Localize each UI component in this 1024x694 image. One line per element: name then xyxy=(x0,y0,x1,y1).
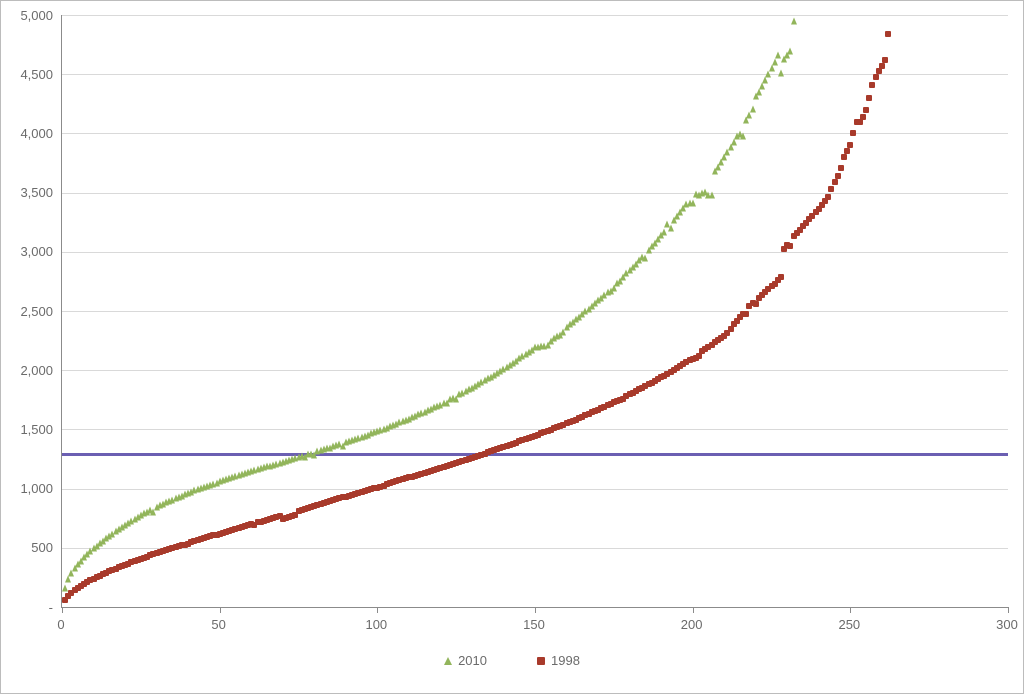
scatter-point-s1998 xyxy=(866,95,872,101)
x-tick-mark xyxy=(850,607,851,613)
legend-item-s1998: 1998 xyxy=(537,653,580,668)
scatter-point-s1998 xyxy=(838,165,844,171)
x-tick-mark xyxy=(62,607,63,613)
legend-label-s1998: 1998 xyxy=(551,653,580,668)
scatter-point-s1998 xyxy=(825,194,831,200)
scatter-point-s1998 xyxy=(828,186,834,192)
legend-marker-s2010 xyxy=(444,657,452,665)
y-tick-label: 3,500 xyxy=(20,185,53,200)
y-gridline xyxy=(62,429,1008,430)
scatter-point-s2010 xyxy=(775,52,781,59)
scatter-point-s2010 xyxy=(787,47,793,54)
y-tick-label: 4,000 xyxy=(20,126,53,141)
y-gridline xyxy=(62,193,1008,194)
x-tick-label: 200 xyxy=(681,617,703,632)
legend: 2010 1998 xyxy=(1,653,1023,668)
y-gridline xyxy=(62,252,1008,253)
scatter-point-s1998 xyxy=(882,57,888,63)
x-tick-label: 100 xyxy=(365,617,387,632)
x-tick-mark xyxy=(377,607,378,613)
scatter-point-s2010 xyxy=(791,17,797,24)
y-tick-label: 4,500 xyxy=(20,67,53,82)
y-tick-label: 1,000 xyxy=(20,481,53,496)
scatter-point-s2010 xyxy=(62,585,68,592)
scatter-point-s1998 xyxy=(863,107,869,113)
y-gridline xyxy=(62,74,1008,75)
scatter-point-s1998 xyxy=(869,82,875,88)
chart-frame: 20101998 -5001,0001,5002,0002,5003,0003,… xyxy=(0,0,1024,694)
scatter-point-s1998 xyxy=(835,173,841,179)
scatter-point-s1998 xyxy=(743,311,749,317)
scatter-point-s2010 xyxy=(765,70,771,77)
y-tick-label: - xyxy=(49,600,53,615)
y-tick-label: 2,500 xyxy=(20,304,53,319)
y-tick-label: 500 xyxy=(31,540,53,555)
scatter-point-s2010 xyxy=(762,77,768,84)
y-gridline xyxy=(62,311,1008,312)
scatter-point-s2010 xyxy=(690,200,696,207)
y-tick-label: 1,500 xyxy=(20,422,53,437)
legend-marker-s1998 xyxy=(537,657,545,665)
scatter-point-s1998 xyxy=(753,301,759,307)
x-tick-label: 250 xyxy=(838,617,860,632)
scatter-point-s1998 xyxy=(832,179,838,185)
scatter-point-s2010 xyxy=(668,224,674,231)
x-tick-mark xyxy=(535,607,536,613)
scatter-point-s1998 xyxy=(885,31,891,37)
scatter-point-s1998 xyxy=(860,114,866,120)
scatter-point-s2010 xyxy=(642,255,648,262)
scatter-point-s2010 xyxy=(661,228,667,235)
plot-area xyxy=(61,15,1008,608)
y-tick-label: 3,000 xyxy=(20,244,53,259)
scatter-point-s2010 xyxy=(772,58,778,65)
y-tick-label: 2,000 xyxy=(20,363,53,378)
scatter-point-s1998 xyxy=(847,142,853,148)
x-tick-mark xyxy=(220,607,221,613)
legend-label-s2010: 2010 xyxy=(458,653,487,668)
scatter-point-s1998 xyxy=(844,148,850,154)
scatter-point-s2010 xyxy=(709,191,715,198)
scatter-point-s1998 xyxy=(879,63,885,69)
y-gridline xyxy=(62,370,1008,371)
y-gridline xyxy=(62,548,1008,549)
scatter-point-s1998 xyxy=(873,74,879,80)
y-tick-label: 5,000 xyxy=(20,8,53,23)
x-tick-label: 50 xyxy=(211,617,225,632)
scatter-point-s1998 xyxy=(841,154,847,160)
x-tick-label: 300 xyxy=(996,617,1018,632)
scatter-point-s1998 xyxy=(850,130,856,136)
x-tick-label: 150 xyxy=(523,617,545,632)
scatter-point-s1998 xyxy=(787,243,793,249)
y-gridline xyxy=(62,133,1008,134)
scatter-point-s2010 xyxy=(769,64,775,71)
scatter-point-s2010 xyxy=(778,70,784,77)
x-tick-mark xyxy=(1008,607,1009,613)
scatter-point-s1998 xyxy=(778,274,784,280)
x-tick-mark xyxy=(693,607,694,613)
x-tick-label: 0 xyxy=(57,617,64,632)
scatter-point-s2010 xyxy=(740,133,746,140)
reference-line xyxy=(62,453,1008,456)
scatter-point-s2010 xyxy=(750,106,756,113)
y-gridline xyxy=(62,15,1008,16)
legend-item-s2010: 2010 xyxy=(444,653,487,668)
